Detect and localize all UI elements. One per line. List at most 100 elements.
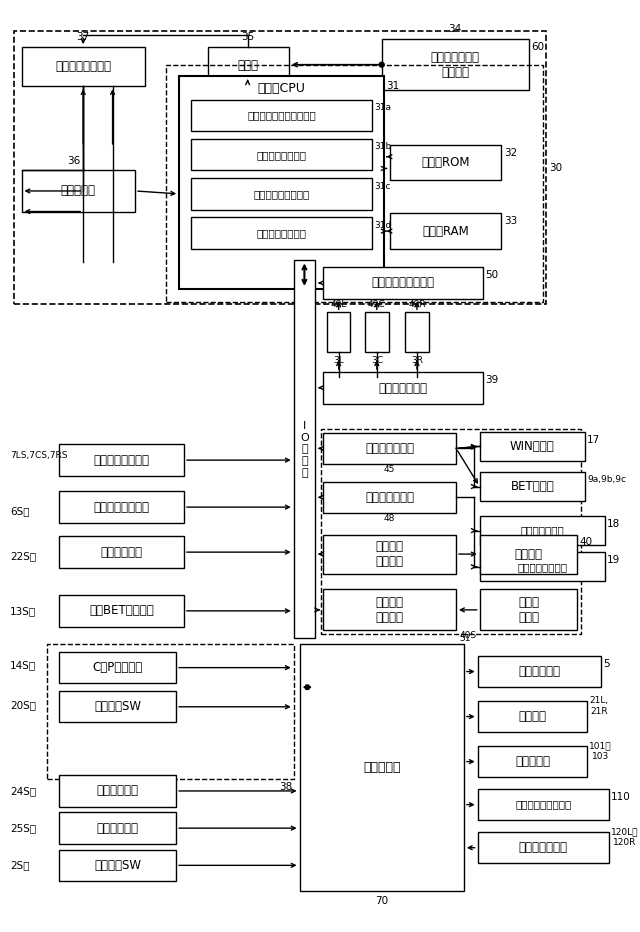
Text: 33: 33	[504, 216, 517, 226]
Bar	[294, 260, 315, 638]
Bar	[47, 644, 294, 779]
Bar	[59, 775, 176, 806]
Text: リール位置検出回路: リール位置検出回路	[371, 277, 435, 290]
Text: 2S－: 2S－	[10, 860, 29, 870]
Text: 払出完了
信号回路: 払出完了 信号回路	[376, 596, 404, 624]
Text: 30: 30	[549, 163, 562, 173]
Text: 赤外線センサー: 赤外線センサー	[519, 842, 568, 855]
Text: ドアキーSW: ドアキーSW	[94, 859, 141, 871]
Text: 決定スイッチ: 決定スイッチ	[97, 822, 138, 835]
Text: 110: 110	[611, 792, 630, 802]
Text: メダルセンサ: メダルセンサ	[100, 545, 142, 558]
Text: 40: 40	[579, 538, 593, 547]
Text: 22S－: 22S－	[10, 551, 36, 561]
Text: メインRAM: メインRAM	[422, 225, 468, 238]
Bar	[405, 312, 429, 352]
Text: 主サム値算出手段: 主サム値算出手段	[257, 150, 307, 159]
Text: メダル
検出部: メダル 検出部	[518, 596, 539, 624]
Bar	[59, 445, 184, 476]
Bar	[191, 217, 372, 249]
Bar	[477, 746, 588, 777]
Bar	[390, 213, 501, 249]
Text: 31c: 31c	[374, 182, 390, 190]
Text: ホッパー
駆動回路: ホッパー 駆動回路	[376, 540, 404, 569]
Bar	[59, 850, 176, 881]
Text: 50: 50	[486, 270, 499, 281]
Text: スピーカ: スピーカ	[518, 710, 547, 723]
Text: 60: 60	[531, 42, 545, 52]
Text: 分周器: 分周器	[237, 59, 259, 72]
Text: 51: 51	[459, 634, 470, 643]
Text: 9a,9b,9c: 9a,9b,9c	[588, 475, 627, 485]
Bar	[323, 372, 483, 404]
Text: 表示部駆動回路: 表示部駆動回路	[365, 491, 414, 504]
Bar	[191, 139, 372, 171]
Text: I
O
ポ
ー
ト: I O ポ ー ト	[300, 421, 308, 477]
Bar	[390, 145, 501, 180]
Bar	[13, 32, 546, 304]
Text: 70: 70	[375, 896, 388, 906]
Bar	[477, 789, 609, 820]
Text: 3L: 3L	[333, 356, 344, 364]
Bar	[59, 813, 176, 843]
Bar	[479, 472, 586, 501]
Bar	[22, 171, 135, 212]
Text: 35: 35	[241, 33, 254, 42]
Text: 6S－: 6S－	[10, 506, 29, 516]
Bar	[191, 178, 372, 210]
Text: 最大BETスイッチ: 最大BETスイッチ	[89, 604, 154, 617]
Bar	[323, 267, 483, 298]
Bar	[323, 432, 456, 464]
Bar	[477, 701, 588, 733]
Text: クロックパルス
発生回路: クロックパルス 発生回路	[431, 50, 479, 78]
Text: 49C: 49C	[368, 300, 386, 309]
Bar	[22, 48, 145, 87]
Bar	[323, 589, 456, 630]
Text: 31a: 31a	[374, 103, 391, 112]
Text: 14S－: 14S－	[10, 661, 36, 671]
Text: コマンド送信手段: コマンド送信手段	[257, 228, 307, 238]
Text: スタートスイッチ: スタートスイッチ	[93, 500, 149, 514]
Bar	[479, 516, 605, 545]
Text: 17: 17	[588, 434, 600, 445]
Text: 7LS,7CS,7RS: 7LS,7CS,7RS	[10, 451, 67, 459]
Text: コマンド暗号化手段: コマンド暗号化手段	[253, 189, 310, 199]
Text: 20S－: 20S－	[10, 700, 36, 710]
Text: メインCPU: メインCPU	[257, 82, 305, 95]
Text: ランプ駆動回路: ランプ駆動回路	[365, 442, 414, 455]
Text: メインROM: メインROM	[421, 156, 470, 169]
Bar	[191, 100, 372, 131]
Text: サンプリング回路: サンプリング回路	[55, 61, 111, 73]
Text: BETランプ: BETランプ	[511, 480, 554, 493]
Text: 37: 37	[77, 33, 90, 42]
Bar	[300, 644, 464, 891]
Circle shape	[380, 62, 384, 67]
Text: 表示パネルユニット: 表示パネルユニット	[515, 800, 572, 810]
Text: 21L,
21R: 21L, 21R	[589, 696, 609, 716]
Text: WINランプ: WINランプ	[510, 440, 555, 453]
Bar	[479, 552, 605, 582]
Text: 34: 34	[449, 24, 461, 34]
Text: 払出枚数表示部: 払出枚数表示部	[520, 526, 564, 536]
Text: 乱数発生器: 乱数発生器	[61, 185, 96, 198]
Text: 3R: 3R	[411, 356, 423, 364]
Bar	[207, 48, 289, 84]
Text: モータ駆動回路: モータ駆動回路	[378, 382, 428, 394]
Text: 5: 5	[603, 659, 609, 669]
Text: 3C: 3C	[371, 356, 383, 364]
Bar	[477, 832, 609, 863]
Text: 選択スイッチ: 選択スイッチ	[97, 785, 138, 798]
Bar	[59, 491, 184, 523]
Bar	[59, 652, 176, 683]
Bar	[479, 535, 577, 574]
Text: 31b: 31b	[374, 143, 391, 151]
Text: 13S－: 13S－	[10, 606, 36, 616]
Bar	[321, 429, 581, 635]
Text: ユニークコード作成手段: ユニークコード作成手段	[247, 111, 316, 120]
Text: 38: 38	[279, 782, 292, 792]
Text: 49L: 49L	[330, 300, 347, 309]
Bar	[479, 589, 577, 630]
Text: 19: 19	[607, 555, 620, 565]
Text: 副制御回路: 副制御回路	[363, 761, 401, 774]
Bar	[365, 312, 388, 352]
